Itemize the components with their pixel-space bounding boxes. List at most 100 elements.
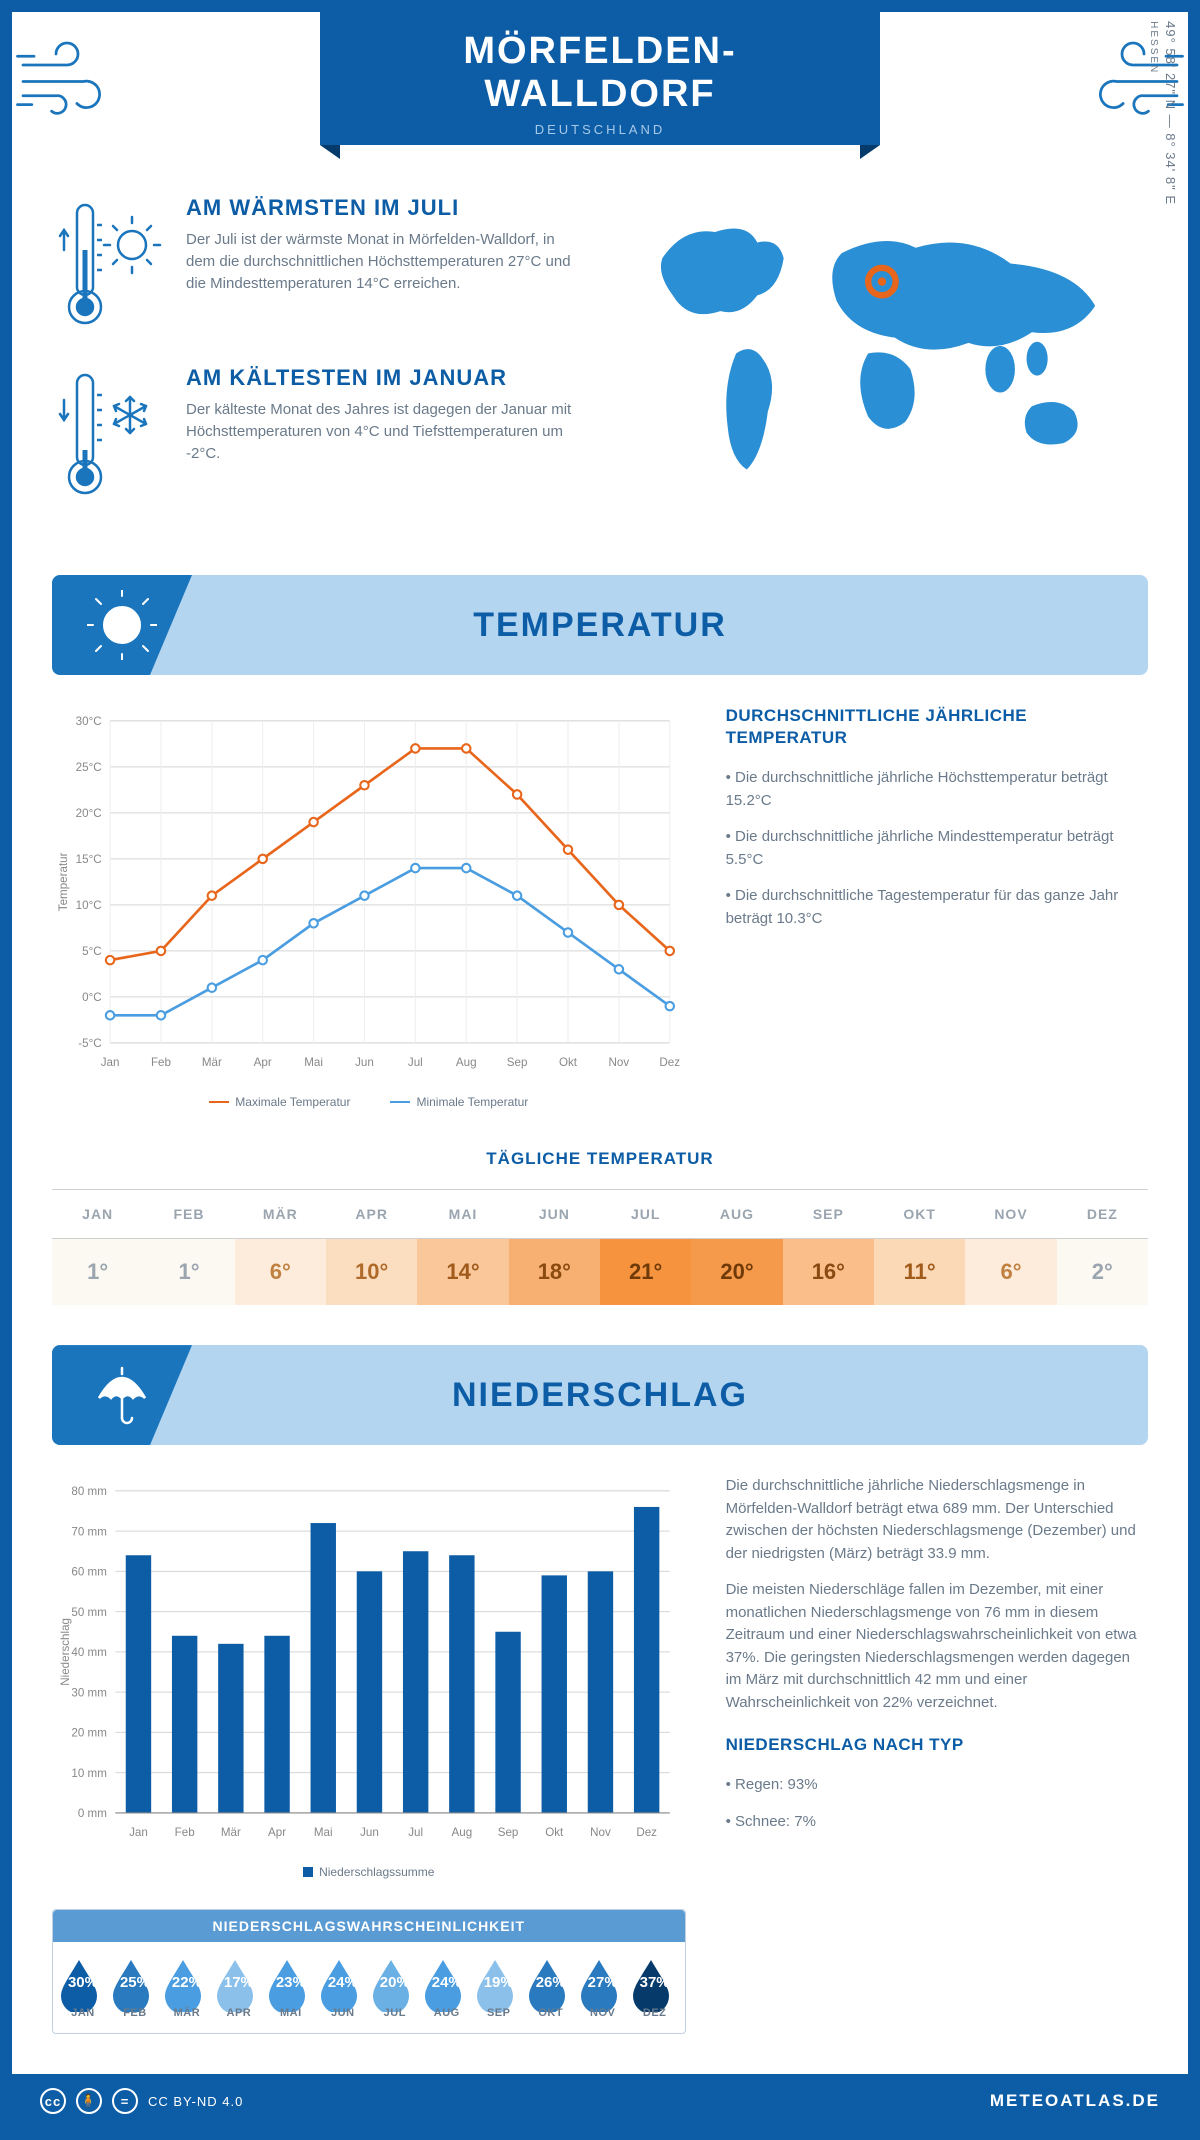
prob-drop: 19% SEP xyxy=(473,1956,525,2019)
daily-month-label: JUN xyxy=(509,1189,600,1239)
svg-text:25°C: 25°C xyxy=(76,761,102,774)
umbrella-icon xyxy=(52,1345,192,1445)
warmest-text: Der Juli ist der wärmste Monat in Mörfel… xyxy=(186,229,580,294)
precip-type-bullet: • Schnee: 7% xyxy=(726,1811,1148,1834)
svg-text:Niederschlag: Niederschlag xyxy=(59,1618,72,1686)
svg-text:Mai: Mai xyxy=(304,1056,323,1069)
precip-section-header: NIEDERSCHLAG xyxy=(52,1345,1148,1445)
svg-text:20°C: 20°C xyxy=(76,807,102,820)
svg-text:Jul: Jul xyxy=(408,1826,423,1839)
daily-month-label: JUL xyxy=(600,1189,691,1239)
coldest-text: Der kälteste Monat des Jahres ist dagege… xyxy=(186,399,580,464)
svg-text:Mär: Mär xyxy=(202,1056,222,1069)
daily-temp-value: 1° xyxy=(143,1239,234,1305)
prob-drop: 25% FEB xyxy=(109,1956,161,2019)
svg-text:-5°C: -5°C xyxy=(78,1037,101,1050)
thermometer-snow-icon xyxy=(52,365,162,505)
daily-month-label: MAI xyxy=(417,1189,508,1239)
daily-temp-value: 11° xyxy=(874,1239,965,1305)
svg-text:Jul: Jul xyxy=(408,1056,423,1069)
daily-temp-value: 18° xyxy=(509,1239,600,1305)
svg-text:30°C: 30°C xyxy=(76,715,102,728)
svg-text:Mai: Mai xyxy=(314,1826,333,1839)
sun-icon xyxy=(52,575,192,675)
svg-text:50 mm: 50 mm xyxy=(71,1606,106,1619)
svg-text:Jun: Jun xyxy=(360,1826,379,1839)
precip-summary: Die durchschnittliche jährliche Niedersc… xyxy=(726,1475,1148,2034)
coldest-block: AM KÄLTESTEN IM JANUAR Der kälteste Mona… xyxy=(52,365,580,505)
footer: cc 🧍 = CC BY-ND 4.0 METEOATLAS.DE xyxy=(12,2074,1188,2128)
nd-icon: = xyxy=(112,2088,138,2114)
svg-text:Apr: Apr xyxy=(268,1826,286,1839)
temp-bullet: • Die durchschnittliche Tagestemperatur … xyxy=(726,885,1148,930)
temp-summary: DURCHSCHNITTLICHE JÄHRLICHE TEMPERATUR •… xyxy=(726,705,1148,1109)
prob-drop: 37% DEZ xyxy=(629,1956,681,2019)
svg-text:15°C: 15°C xyxy=(76,853,102,866)
daily-temp-value: 6° xyxy=(965,1239,1056,1305)
prob-drop: 30% JAN xyxy=(57,1956,109,2019)
svg-text:5°C: 5°C xyxy=(82,945,101,958)
svg-text:0°C: 0°C xyxy=(82,991,101,1004)
svg-text:Jan: Jan xyxy=(101,1056,120,1069)
daily-temp-value: 21° xyxy=(600,1239,691,1305)
prob-drop: 27% NOV xyxy=(577,1956,629,2019)
daily-temp-value: 1° xyxy=(52,1239,143,1305)
daily-month-label: MÄR xyxy=(235,1189,326,1239)
cc-icon: cc xyxy=(40,2088,66,2114)
svg-text:Sep: Sep xyxy=(498,1826,519,1839)
svg-text:Okt: Okt xyxy=(559,1056,578,1069)
by-icon: 🧍 xyxy=(76,2088,102,2114)
daily-temp-value: 14° xyxy=(417,1239,508,1305)
svg-text:Jun: Jun xyxy=(355,1056,374,1069)
daily-temp-value: 10° xyxy=(326,1239,417,1305)
svg-text:70 mm: 70 mm xyxy=(71,1525,106,1538)
probability-box: NIEDERSCHLAGSWAHRSCHEINLICHKEIT 30% JAN … xyxy=(52,1909,686,2034)
prob-drop: 20% JUL xyxy=(369,1956,421,2019)
daily-month-label: OKT xyxy=(874,1189,965,1239)
precip-legend: Niederschlagssumme xyxy=(52,1865,686,1879)
prob-drop: 24% JUN xyxy=(317,1956,369,2019)
coordinates: 49° 58' 27" N — 8° 34' 8" EHESSEN xyxy=(1148,21,1178,205)
prob-drop: 23% MAI xyxy=(265,1956,317,2019)
daily-month-label: APR xyxy=(326,1189,417,1239)
wind-icon-left xyxy=(12,12,122,120)
prob-drop: 24% AUG xyxy=(421,1956,473,2019)
daily-month-label: FEB xyxy=(143,1189,234,1239)
svg-text:Feb: Feb xyxy=(175,1826,195,1839)
temp-section-header: TEMPERATUR xyxy=(52,575,1148,675)
svg-text:80 mm: 80 mm xyxy=(71,1485,106,1498)
svg-text:20 mm: 20 mm xyxy=(71,1727,106,1740)
precipitation-chart: 0 mm10 mm20 mm30 mm40 mm50 mm60 mm70 mm8… xyxy=(52,1475,686,1879)
temp-legend: Maximale Temperatur Minimale Temperatur xyxy=(52,1095,686,1109)
svg-text:Sep: Sep xyxy=(507,1056,528,1069)
svg-text:Nov: Nov xyxy=(590,1826,611,1839)
country-name: DEUTSCHLAND xyxy=(360,122,840,137)
warmest-title: AM WÄRMSTEN IM JULI xyxy=(186,195,580,221)
daily-temp-value: 6° xyxy=(235,1239,326,1305)
svg-text:30 mm: 30 mm xyxy=(71,1687,106,1700)
daily-month-label: DEZ xyxy=(1057,1189,1148,1239)
daily-month-label: NOV xyxy=(965,1189,1056,1239)
prob-drop: 26% OKT xyxy=(525,1956,577,2019)
city-name: MÖRFELDEN-WALLDORF xyxy=(360,30,840,116)
svg-text:Jan: Jan xyxy=(129,1826,148,1839)
thermometer-sun-icon xyxy=(52,195,162,335)
coldest-title: AM KÄLTESTEN IM JANUAR xyxy=(186,365,580,391)
daily-month-label: AUG xyxy=(691,1189,782,1239)
header-banner: MÖRFELDEN-WALLDORF DEUTSCHLAND xyxy=(320,12,880,145)
world-map: 49° 58' 27" N — 8° 34' 8" EHESSEN xyxy=(620,195,1148,491)
warmest-block: AM WÄRMSTEN IM JULI Der Juli ist der wär… xyxy=(52,195,580,335)
daily-temp-value: 20° xyxy=(691,1239,782,1305)
daily-temp-value: 2° xyxy=(1057,1239,1148,1305)
svg-text:10°C: 10°C xyxy=(76,899,102,912)
daily-month-label: SEP xyxy=(783,1189,874,1239)
svg-text:10 mm: 10 mm xyxy=(71,1767,106,1780)
daily-temp-value: 16° xyxy=(783,1239,874,1305)
svg-text:Okt: Okt xyxy=(545,1826,564,1839)
svg-text:Nov: Nov xyxy=(609,1056,630,1069)
daily-temp-title: TÄGLICHE TEMPERATUR xyxy=(12,1149,1188,1169)
daily-month-label: JAN xyxy=(52,1189,143,1239)
svg-text:Aug: Aug xyxy=(452,1826,473,1839)
svg-text:40 mm: 40 mm xyxy=(71,1646,106,1659)
svg-text:Apr: Apr xyxy=(254,1056,272,1069)
